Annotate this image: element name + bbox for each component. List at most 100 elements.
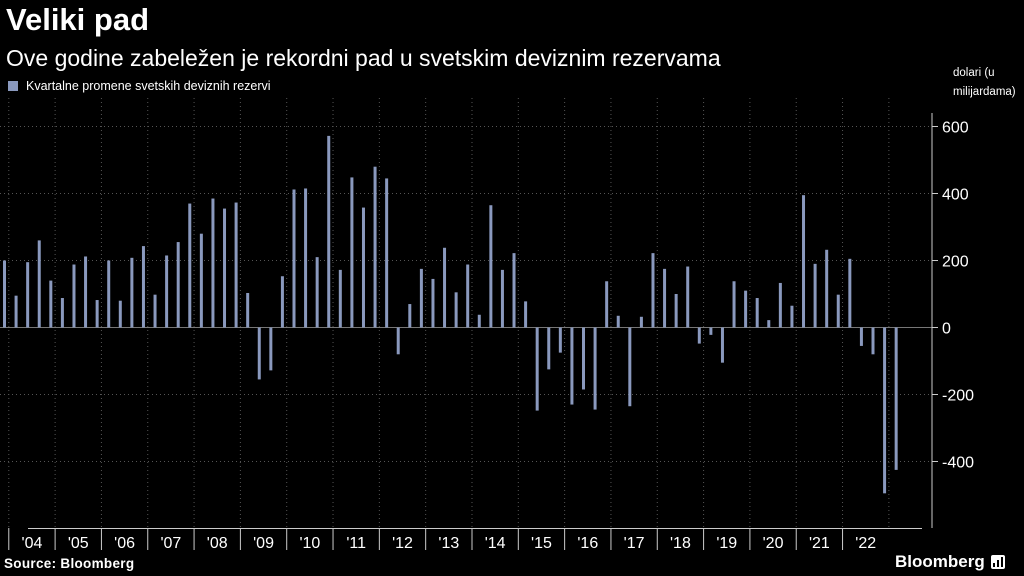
bar (107, 260, 111, 328)
y-tick-label: 200 (942, 254, 969, 271)
bar (639, 316, 643, 328)
x-tick-label: '19 (716, 535, 737, 552)
bar (14, 295, 18, 328)
x-tick-label: '10 (299, 535, 320, 552)
bar (686, 266, 690, 328)
bar (223, 208, 227, 328)
x-tick-label: '09 (253, 535, 274, 552)
bar (720, 327, 724, 363)
bar (512, 253, 516, 328)
bar (500, 269, 504, 328)
y-tick-label: 0 (942, 321, 951, 338)
bar (60, 298, 64, 328)
chart-subtitle: Ove godine zabeležen je rekordni pad u s… (6, 45, 721, 71)
x-tick-label: '22 (855, 535, 876, 552)
bar (825, 249, 829, 328)
bar (246, 292, 250, 328)
bar (37, 240, 41, 328)
bar (616, 315, 620, 328)
x-tick-label: '16 (577, 535, 598, 552)
bar (327, 135, 331, 328)
bar (466, 264, 470, 328)
bar (489, 205, 493, 328)
source-note: Source: Bloomberg (4, 556, 135, 571)
bar (477, 314, 481, 328)
bar (744, 290, 748, 328)
bar (315, 257, 319, 328)
bar (3, 260, 6, 328)
bar (292, 189, 296, 328)
bar (153, 294, 157, 328)
bar (535, 327, 539, 411)
y-tick-label: -400 (942, 455, 974, 472)
bar (338, 269, 342, 328)
bar (431, 278, 435, 328)
bar (419, 268, 423, 328)
bar (304, 188, 308, 328)
bar (257, 327, 261, 380)
bar (72, 264, 76, 328)
bar (732, 281, 736, 328)
bar (605, 281, 609, 328)
bar (176, 242, 180, 328)
legend-label: Kvartalne promene svetskih deviznih reze… (26, 79, 271, 93)
legend-swatch (8, 81, 18, 91)
x-tick-label: '13 (438, 535, 459, 552)
bar (408, 304, 412, 328)
bar (524, 301, 528, 328)
bar (593, 327, 597, 410)
x-tick-label: '17 (624, 535, 645, 552)
x-tick-label: '06 (114, 535, 135, 552)
bar (790, 305, 794, 328)
axes (8, 113, 938, 550)
bar (49, 280, 53, 328)
bar (199, 233, 203, 328)
bar (570, 327, 574, 405)
x-tick-label: '20 (763, 535, 784, 552)
x-tick-label: '08 (207, 535, 228, 552)
bar (385, 178, 389, 328)
x-tick-label: '14 (485, 535, 506, 552)
bar (130, 257, 134, 328)
bar (454, 292, 458, 328)
bar (269, 327, 273, 371)
bar (350, 177, 354, 328)
chart-title: Veliki pad (6, 2, 150, 37)
x-tick-label: '07 (160, 535, 181, 552)
y-tick-label: -200 (942, 388, 974, 405)
bar (859, 327, 863, 346)
x-tick-label: '04 (22, 535, 43, 552)
bar (26, 262, 30, 328)
bar (396, 327, 400, 355)
bar (894, 327, 898, 470)
bar (280, 276, 284, 328)
legend: Kvartalne promene svetskih deviznih reze… (8, 79, 271, 93)
brand-name: Bloomberg (895, 552, 985, 571)
x-tick-label: '11 (346, 535, 366, 552)
bar (141, 246, 145, 328)
bar (234, 202, 238, 328)
x-tick-label: '12 (392, 535, 413, 552)
bar (813, 263, 817, 328)
y-axis-unit-label: dolari (u milijardama) (953, 67, 1016, 98)
bar (651, 253, 655, 328)
bloomberg-terminal-icon (990, 555, 1005, 569)
bar (836, 294, 840, 328)
tick-labels: 600 400 200 0 -200 -400 '04 '05 '06 '07 '08 '09 '10 '… (22, 120, 975, 553)
x-tick-label: '21 (809, 535, 830, 552)
bar (674, 294, 678, 328)
bars (3, 135, 898, 494)
bar (628, 327, 632, 407)
bar (118, 300, 122, 328)
bar (802, 195, 806, 328)
bar (871, 327, 875, 355)
bar (848, 258, 852, 328)
bar (558, 327, 562, 353)
x-tick-label: '15 (531, 535, 552, 552)
bar (211, 198, 215, 328)
bar (778, 282, 782, 328)
bar (709, 327, 713, 335)
bar (361, 207, 365, 328)
bar (84, 256, 88, 328)
